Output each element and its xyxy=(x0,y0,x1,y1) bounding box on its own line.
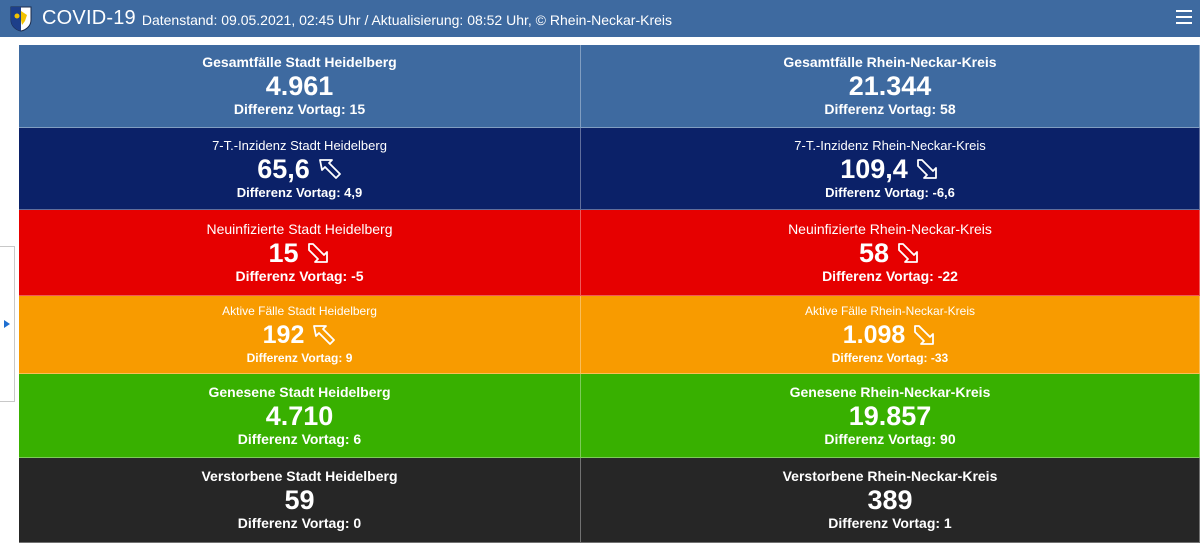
tile-label: Aktive Fälle Rhein-Neckar-Kreis xyxy=(804,303,976,318)
trend-up-icon xyxy=(318,158,342,180)
tile-label: 7-T.-Inzidenz Rhein-Neckar-Kreis xyxy=(794,137,986,153)
tile-label: 7-T.-Inzidenz Stadt Heidelberg xyxy=(212,137,387,153)
tile-label: Aktive Fälle Stadt Heidelberg xyxy=(222,303,377,318)
tile-incidence-rhein-neckar[interactable]: 7-T.-Inzidenz Rhein-Neckar-Kreis 109,4 D… xyxy=(581,128,1200,210)
tile-incidence-heidelberg[interactable]: 7-T.-Inzidenz Stadt Heidelberg 65,6 Diff… xyxy=(19,128,581,210)
tile-diff: Differenz Vortag: 15 xyxy=(233,101,366,117)
tile-diff: Differenz Vortag: -5 xyxy=(235,267,364,284)
dashboard-grid: Gesamtfälle Stadt Heidelberg 4.961 Diffe… xyxy=(19,45,1200,543)
coat-of-arms-icon xyxy=(10,6,32,32)
trend-up-icon xyxy=(312,324,336,346)
trend-down-icon xyxy=(897,242,921,264)
tile-value: 389 xyxy=(867,485,913,515)
tile-label: Gesamtfälle Rhein-Neckar-Kreis xyxy=(783,54,997,70)
tile-new-rhein-neckar[interactable]: Neuinfizierte Rhein-Neckar-Kreis 58 Diff… xyxy=(581,210,1200,296)
tile-diff: Differenz Vortag: 4,9 xyxy=(236,184,363,200)
tile-deaths-heidelberg[interactable]: Verstorbene Stadt Heidelberg 59 Differen… xyxy=(19,458,581,543)
tile-value: 109,4 xyxy=(840,154,940,184)
tile-value: 21.344 xyxy=(848,71,932,101)
tile-label: Verstorbene Rhein-Neckar-Kreis xyxy=(782,468,998,484)
trend-down-icon xyxy=(913,324,937,346)
tile-label: Genesene Rhein-Neckar-Kreis xyxy=(789,383,991,400)
tile-diff: Differenz Vortag: -33 xyxy=(831,350,949,365)
tile-recovered-rhein-neckar[interactable]: Genesene Rhein-Neckar-Kreis 19.857 Diffe… xyxy=(581,374,1200,458)
tile-value: 19.857 xyxy=(848,400,932,431)
tile-label: Neuinfizierte Stadt Heidelberg xyxy=(206,220,393,237)
tile-value: 192 xyxy=(263,320,337,350)
sidebar-toggle[interactable] xyxy=(0,246,15,402)
tile-value: 65,6 xyxy=(257,154,342,184)
tile-diff: Differenz Vortag: -22 xyxy=(822,267,958,284)
tile-total-heidelberg[interactable]: Gesamtfälle Stadt Heidelberg 4.961 Diffe… xyxy=(19,45,581,128)
tile-label: Gesamtfälle Stadt Heidelberg xyxy=(202,54,397,70)
trend-down-icon xyxy=(916,158,940,180)
tile-diff: Differenz Vortag: 90 xyxy=(824,430,956,447)
tile-diff: Differenz Vortag: 9 xyxy=(246,350,353,365)
tile-active-heidelberg[interactable]: Aktive Fälle Stadt Heidelberg 192 Differ… xyxy=(19,296,581,374)
tile-diff: Differenz Vortag: 58 xyxy=(824,101,956,117)
data-timestamp: Datenstand: 09.05.2021, 02:45 Uhr / Aktu… xyxy=(141,12,673,28)
tile-label: Verstorbene Stadt Heidelberg xyxy=(201,468,398,484)
tile-diff: Differenz Vortag: 0 xyxy=(237,515,362,531)
caret-right-icon xyxy=(4,320,10,328)
trend-down-icon xyxy=(307,242,331,264)
tile-value: 1.098 xyxy=(843,320,938,350)
tile-value: 4.961 xyxy=(265,71,334,101)
app-title: COVID-19 xyxy=(42,7,136,29)
tile-diff: Differenz Vortag: 6 xyxy=(237,430,362,447)
tile-label: Neuinfizierte Rhein-Neckar-Kreis xyxy=(788,220,992,237)
tile-deaths-rhein-neckar[interactable]: Verstorbene Rhein-Neckar-Kreis 389 Diffe… xyxy=(581,458,1200,543)
tile-value: 58 xyxy=(859,238,921,268)
tile-recovered-heidelberg[interactable]: Genesene Stadt Heidelberg 4.710 Differen… xyxy=(19,374,581,458)
tile-value: 4.710 xyxy=(265,400,334,431)
header-bar: COVID-19 Datenstand: 09.05.2021, 02:45 U… xyxy=(0,0,1200,37)
tile-label: Genesene Stadt Heidelberg xyxy=(208,383,391,400)
tile-total-rhein-neckar[interactable]: Gesamtfälle Rhein-Neckar-Kreis 21.344 Di… xyxy=(581,45,1200,128)
hamburger-menu-icon[interactable] xyxy=(1176,6,1192,28)
tile-new-heidelberg[interactable]: Neuinfizierte Stadt Heidelberg 15 Differ… xyxy=(19,210,581,296)
tile-diff: Differenz Vortag: -6,6 xyxy=(825,184,955,200)
tile-value: 59 xyxy=(284,485,315,515)
tile-active-rhein-neckar[interactable]: Aktive Fälle Rhein-Neckar-Kreis 1.098 Di… xyxy=(581,296,1200,374)
tile-value: 15 xyxy=(268,238,330,268)
tile-diff: Differenz Vortag: 1 xyxy=(828,515,952,531)
